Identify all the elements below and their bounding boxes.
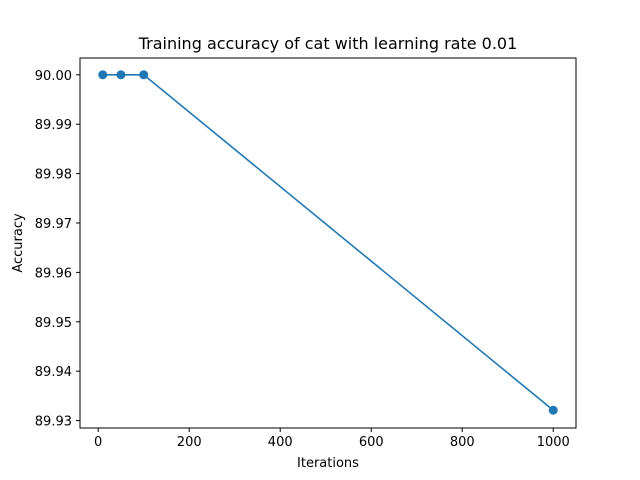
data-point [139, 70, 149, 80]
data-point [548, 405, 558, 415]
chart-title: Training accuracy of cat with learning r… [138, 34, 518, 53]
axes-frame [79, 57, 577, 429]
x-axis-label: Iterations [297, 456, 359, 471]
x-tick-label: 200 [177, 435, 202, 450]
data-point [98, 70, 108, 80]
y-tick-label: 89.94 [35, 365, 72, 380]
y-axis: 89.93 89.94 89.95 89.96 89.97 89.98 89.99 90.00 [35, 69, 80, 430]
data-point [116, 70, 126, 80]
x-tick-label: 800 [450, 435, 475, 450]
x-axis: 0 200 400 600 800 1000 [94, 428, 570, 450]
series-line [102, 74, 554, 411]
y-tick-label: 90.00 [35, 69, 72, 84]
y-tick-label: 89.99 [35, 118, 72, 133]
x-tick-label: 400 [268, 435, 293, 450]
plot-area [98, 70, 558, 415]
y-tick-label: 89.96 [35, 266, 72, 281]
y-tick-label: 89.98 [35, 168, 72, 183]
y-tick-label: 89.97 [35, 217, 72, 232]
x-tick-label: 600 [359, 435, 384, 450]
y-tick-label: 89.93 [35, 415, 72, 430]
x-tick-label: 1000 [537, 435, 570, 450]
y-tick-label: 89.95 [35, 316, 72, 331]
x-tick-label: 0 [94, 435, 102, 450]
y-axis-label: Accuracy [11, 213, 26, 273]
